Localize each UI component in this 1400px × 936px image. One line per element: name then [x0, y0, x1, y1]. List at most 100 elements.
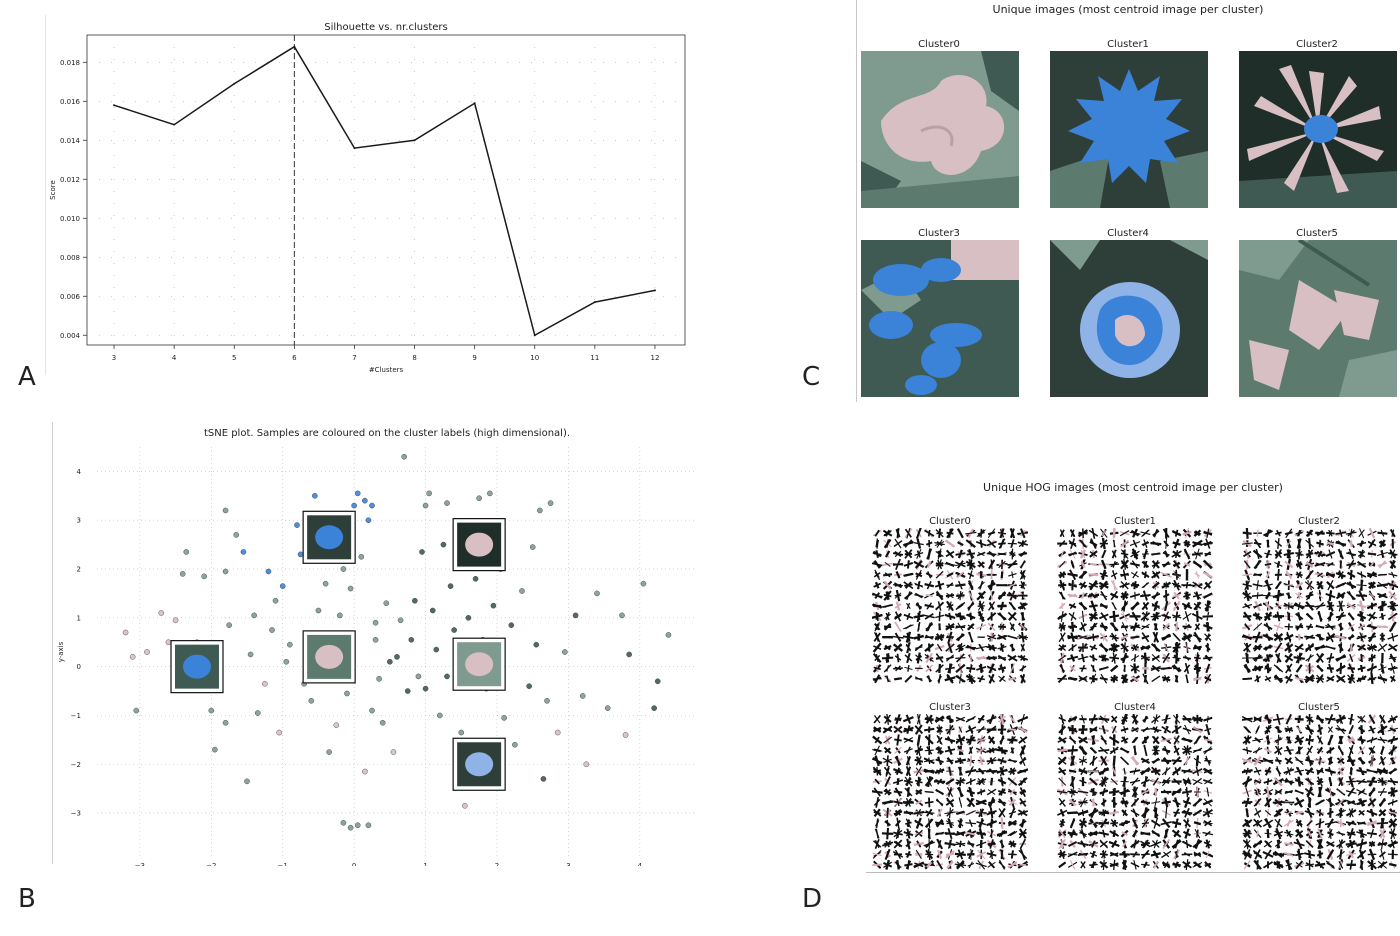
- hog-gradient-stroke: [1131, 777, 1139, 786]
- hog-gradient-stroke: [1243, 560, 1251, 569]
- hog-gradient-stroke: [990, 590, 993, 601]
- hog-gradient-stroke: [1285, 736, 1292, 744]
- hog-gradient-stroke: [1337, 548, 1344, 560]
- hog-gradient-stroke: [1091, 735, 1096, 745]
- hog-title-cluster0: Cluster0: [929, 516, 971, 527]
- hog-gradient-stroke: [1069, 569, 1077, 581]
- hog-gradient-stroke: [1140, 654, 1150, 662]
- chart-b-point: [251, 612, 257, 619]
- hog-gradient-stroke: [1266, 539, 1270, 548]
- hog-gradient-stroke: [1336, 724, 1345, 735]
- hog-gradient-stroke: [998, 560, 1006, 569]
- hog-gradient-stroke: [873, 714, 882, 724]
- chart-b-point: [144, 649, 150, 655]
- hog-gradient-stroke: [1109, 852, 1119, 857]
- hog-gradient-stroke: [1111, 550, 1117, 558]
- hog-gradient-stroke: [978, 643, 985, 652]
- hog-gradient-stroke: [986, 635, 997, 640]
- hog-gradient-stroke: [1172, 656, 1181, 660]
- hog-gradient-stroke: [1388, 737, 1398, 743]
- chart-b-point: [562, 649, 568, 655]
- hog-gradient-stroke: [1098, 613, 1109, 620]
- hog-gradient-stroke: [904, 674, 913, 683]
- hog-gradient-stroke: [1164, 767, 1168, 776]
- hog-gradient-stroke: [999, 664, 1005, 673]
- hog-gradient-stroke: [986, 820, 998, 827]
- hog-gradient-stroke: [1153, 777, 1159, 786]
- hog-gradient-stroke: [1369, 716, 1375, 723]
- hog-gradient-stroke: [1256, 830, 1259, 837]
- hog-gradient-stroke: [957, 541, 964, 547]
- chart-b-point: [122, 629, 129, 636]
- hog-gradient-stroke: [955, 624, 966, 629]
- hog-gradient-stroke: [1131, 727, 1139, 733]
- chart-b-point: [447, 583, 454, 589]
- hog-gradient-stroke: [872, 736, 882, 744]
- panel-label-b: B: [18, 884, 36, 914]
- hog-gradient-stroke: [1112, 787, 1117, 797]
- hog-gradient-stroke: [944, 748, 956, 753]
- hog-gradient-stroke: [1059, 582, 1065, 589]
- hog-gradient-stroke: [923, 769, 935, 774]
- hog-gradient-stroke: [1243, 664, 1251, 673]
- hog-gradient-stroke: [1193, 676, 1202, 682]
- chart-b-point: [222, 507, 229, 514]
- hog-gradient-stroke: [886, 807, 889, 818]
- hog-gradient-stroke: [1338, 860, 1344, 869]
- hog-gradient-stroke: [1263, 583, 1273, 587]
- hog-gradient-stroke: [874, 571, 880, 579]
- hog-gradient-stroke: [1140, 832, 1151, 835]
- hog-gradient-stroke: [1356, 769, 1367, 774]
- hog-gradient-stroke: [1164, 746, 1168, 755]
- chart-b-point: [394, 654, 400, 660]
- hog-gradient-stroke: [1111, 653, 1118, 663]
- hog-gradient-stroke: [1018, 820, 1027, 827]
- hog-gradient-stroke: [1109, 622, 1119, 632]
- chart-b-point: [487, 490, 493, 497]
- hog-gradient-stroke: [1368, 591, 1376, 600]
- hog-gradient-stroke: [1203, 656, 1213, 660]
- hog-gradient-stroke: [1130, 839, 1140, 849]
- hog-gradient-stroke: [968, 861, 973, 869]
- hog-gradient-stroke: [968, 631, 973, 643]
- hog-gradient-stroke: [1368, 632, 1376, 643]
- panel-d-baseline: [866, 872, 1400, 873]
- hog-gradient-stroke: [1161, 818, 1171, 829]
- chart-b-point: [390, 749, 397, 755]
- hog-gradient-stroke: [1087, 635, 1099, 640]
- hog-gradient-stroke: [1206, 787, 1210, 797]
- chart-b-point: [379, 719, 386, 726]
- hog-gradient-stroke: [1089, 863, 1098, 867]
- hog-gradient-stroke: [1089, 622, 1098, 631]
- hog-gradient-stroke: [986, 656, 997, 660]
- hog-gradient-stroke: [1089, 645, 1098, 650]
- hog-gradient-stroke: [914, 583, 923, 587]
- hog-gradient-stroke: [1369, 540, 1375, 547]
- chart-b-point: [179, 571, 186, 577]
- hog-gradient-stroke: [1254, 538, 1262, 549]
- hog-gradient-stroke: [1366, 614, 1378, 619]
- chart-b-point: [294, 522, 300, 528]
- hog-gradient-stroke: [1123, 767, 1126, 775]
- chart-b-point: [579, 693, 586, 699]
- hog-gradient-stroke: [1297, 746, 1301, 755]
- hog-gradient-stroke: [987, 756, 997, 765]
- hog-gradient-stroke: [903, 562, 914, 567]
- hog-gradient-stroke: [1307, 570, 1313, 579]
- chart-b-ytick-label: −2: [71, 761, 81, 769]
- hog-gradient-stroke: [1255, 787, 1260, 797]
- hog-gradient-stroke: [1256, 592, 1259, 600]
- hog-gradient-stroke: [1008, 611, 1017, 621]
- hog-gradient-stroke: [1295, 820, 1303, 826]
- chart-b-point: [326, 749, 332, 755]
- chart-b-point: [640, 580, 647, 587]
- hog-gradient-stroke: [1203, 779, 1213, 785]
- hog-gradient-stroke: [883, 736, 893, 744]
- hog-gradient-stroke: [1252, 747, 1263, 754]
- hog-gradient-stroke: [903, 613, 914, 619]
- chart-b-point: [172, 617, 179, 624]
- hog-gradient-stroke: [1326, 563, 1335, 566]
- hog-gradient-stroke: [1346, 581, 1357, 589]
- chart-b-ytick-label: −3: [71, 810, 81, 818]
- hog-gradient-stroke: [902, 635, 914, 640]
